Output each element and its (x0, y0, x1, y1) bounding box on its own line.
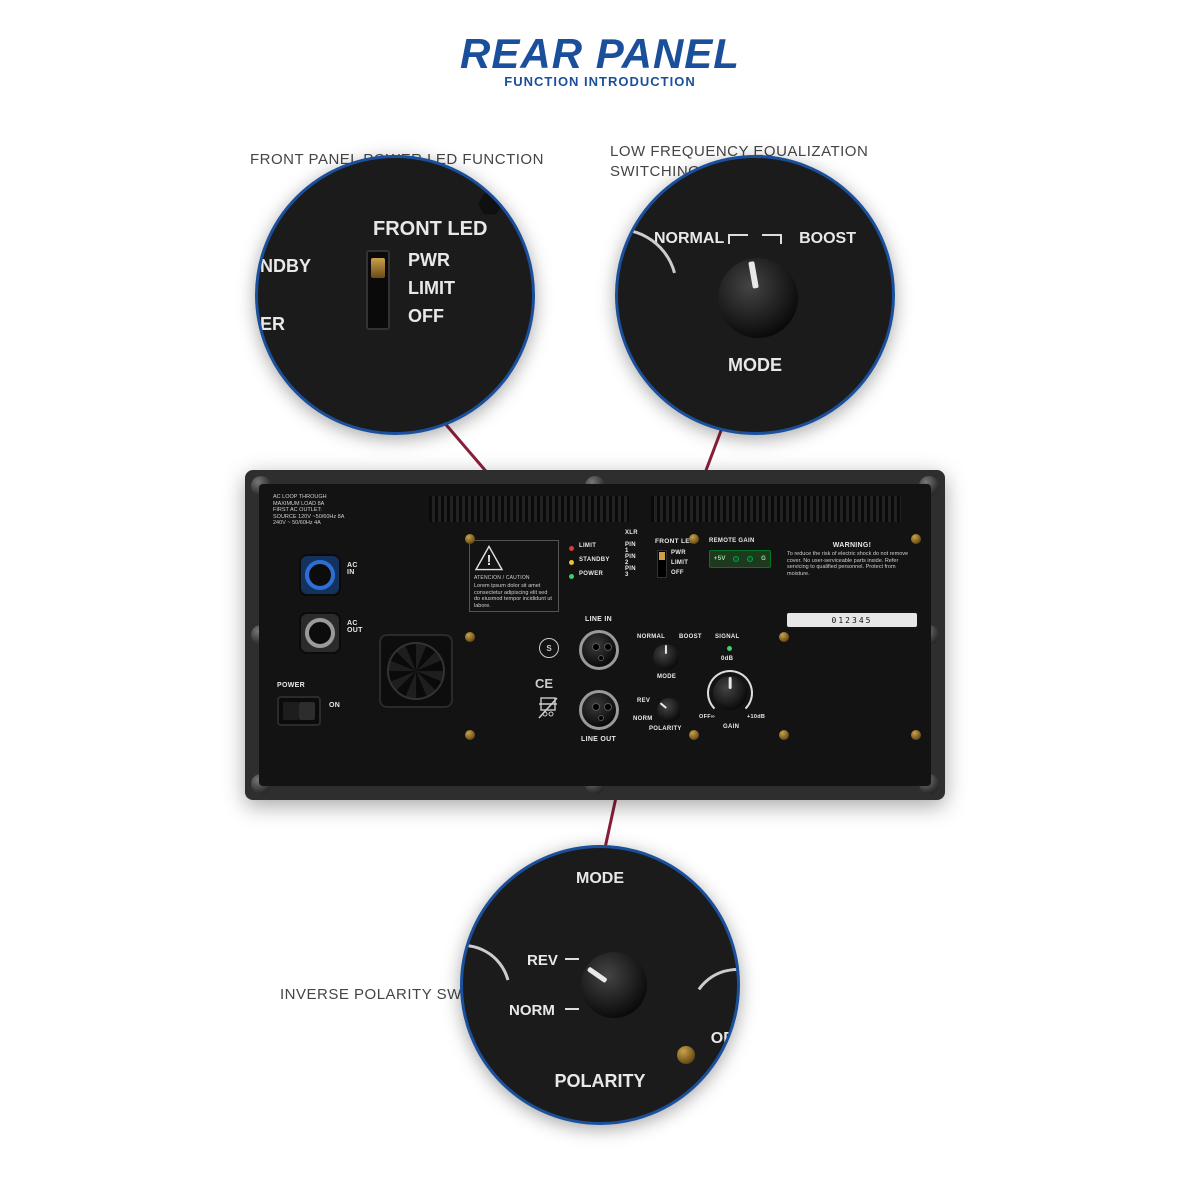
remote-plus: +5V (714, 556, 726, 562)
led-standby-icon (569, 560, 574, 565)
front-led-sidecut-2: ER (260, 314, 285, 335)
front-led-heading: FRONT LED (373, 218, 487, 241)
attn-label: ATENCION / CAUTION (474, 575, 530, 581)
brass-screw-icon (779, 632, 789, 642)
pin3-label: PIN 3 (625, 566, 636, 578)
mode-knob-mini-icon (653, 644, 679, 670)
ce-text-icon: CE (535, 676, 553, 691)
front-led-opt-pwr: PWR (408, 250, 450, 271)
remote-gnd: G (761, 556, 766, 562)
polarity-label: POLARITY (649, 726, 682, 732)
line-in-label: LINE IN (585, 616, 612, 623)
arc-decor-left-icon (460, 926, 529, 1057)
warning-heading: WARNING! (787, 542, 917, 549)
mode-normal-label: NORMAL (637, 634, 665, 640)
serial-number: 012345 (832, 616, 873, 625)
gain-max-label: +10dB (747, 714, 765, 720)
rear-panel: AC LOOP THROUGH MAXIMUM LOAD 8A FIRST AC… (245, 470, 945, 800)
zoom-polarity: MODE REV NORM POLARITY OF (460, 845, 740, 1125)
zoom-mode: NORMAL BOOST MODE (615, 155, 895, 435)
front-led-pwr: PWR (671, 550, 686, 556)
xlr-heading: XLR (625, 530, 638, 536)
mode-boost-label: BOOST (679, 634, 702, 640)
polarity-top: MODE (576, 870, 624, 888)
remote-gain-block: REMOTE GAIN +5V G (709, 538, 771, 544)
polarity-tick-norm-icon (565, 1008, 579, 1010)
polarity-knob-icon (581, 952, 647, 1018)
line-out-label: LINE OUT (581, 736, 616, 743)
warning-triangle-icon: ! (474, 545, 504, 571)
gain-knob-icon (713, 676, 747, 710)
mode-tick-left-icon (728, 234, 748, 244)
led-limit-icon (569, 546, 574, 551)
mode-left: NORMAL (654, 230, 724, 248)
front-led-off: OFF (671, 570, 684, 576)
polarity-norm: NORM (509, 1002, 555, 1019)
led-power-icon (569, 574, 574, 579)
brass-screw-icon (689, 730, 699, 740)
front-led-opt-limit: LIMIT (408, 278, 455, 299)
ac-out-label: AC OUT (347, 620, 363, 634)
gain-label: GAIN (723, 724, 739, 730)
panel-face: AC LOOP THROUGH MAXIMUM LOAD 8A FIRST AC… (259, 484, 931, 786)
terminal-icon (733, 556, 739, 562)
brass-screw-icon (911, 534, 921, 544)
mode-bottom: MODE (728, 355, 782, 376)
pin2-label: PIN 2 (625, 554, 636, 566)
brass-screw-icon (465, 730, 475, 740)
front-led-opt-off: OFF (408, 306, 444, 327)
ac-spec-text: AC LOOP THROUGH MAXIMUM LOAD 8A FIRST AC… (273, 494, 393, 527)
polarity-knob-mini-icon (657, 698, 681, 722)
polarity-bottom: POLARITY (554, 1071, 645, 1092)
gain-min-label: OFF∞ (699, 714, 715, 720)
weee-icon (537, 696, 559, 720)
zoom-front-led: FRONT LED PWR LIMIT OFF NDBY ER (255, 155, 535, 435)
front-led-limit: LIMIT (671, 560, 688, 566)
front-led-switch-icon (366, 250, 390, 330)
rev-label: REV (637, 698, 650, 704)
power-label: POWER (277, 682, 305, 689)
led-power-label: POWER (579, 571, 603, 577)
powercon-in-icon (299, 554, 341, 596)
on-label: ON (329, 702, 340, 709)
zero-db-label: 0dB (721, 656, 733, 662)
polarity-rev: REV (527, 952, 558, 969)
ce-mark-icon: S (539, 638, 559, 658)
front-led-switch-mini-icon (657, 550, 667, 578)
xlr-line-in-icon (579, 630, 619, 670)
led-limit-label: LIMIT (579, 543, 596, 549)
mode-right: BOOST (799, 230, 856, 248)
front-led-sidecut-1: NDBY (260, 256, 311, 277)
led-standby-label: STANDBY (579, 557, 610, 563)
remote-gain-label: REMOTE GAIN (709, 538, 771, 544)
mode-label: MODE (657, 674, 676, 680)
brass-screw-icon (677, 1046, 695, 1064)
caution-block: ! ATENCION / CAUTION Lorem ipsum dolor s… (469, 540, 559, 612)
xlr-line-out-icon (579, 690, 619, 730)
powercon-out-icon (299, 612, 341, 654)
signal-led-icon (727, 646, 732, 651)
fan-icon (379, 634, 453, 708)
vent-icon (651, 496, 901, 522)
signal-heading: SIGNAL (715, 634, 739, 640)
mode-tick-right-icon (762, 234, 782, 244)
terminal-icon (747, 556, 753, 562)
brass-screw-icon (465, 632, 475, 642)
brass-screw-icon (465, 534, 475, 544)
brass-screw-icon (689, 534, 699, 544)
ac-in-label: AC IN (347, 562, 358, 576)
polarity-tick-rev-icon (565, 958, 579, 960)
brass-screw-icon (911, 730, 921, 740)
vent-icon (429, 496, 629, 522)
norm-label: NORM (633, 716, 653, 722)
hex-screw-icon (478, 192, 502, 216)
warning-block: WARNING! To reduce the risk of electric … (787, 542, 917, 627)
mode-knob-icon (718, 258, 798, 338)
svg-text:!: ! (487, 553, 492, 569)
brass-screw-icon (779, 730, 789, 740)
power-switch-icon (277, 696, 321, 726)
pin1-label: PIN 1 (625, 542, 636, 554)
